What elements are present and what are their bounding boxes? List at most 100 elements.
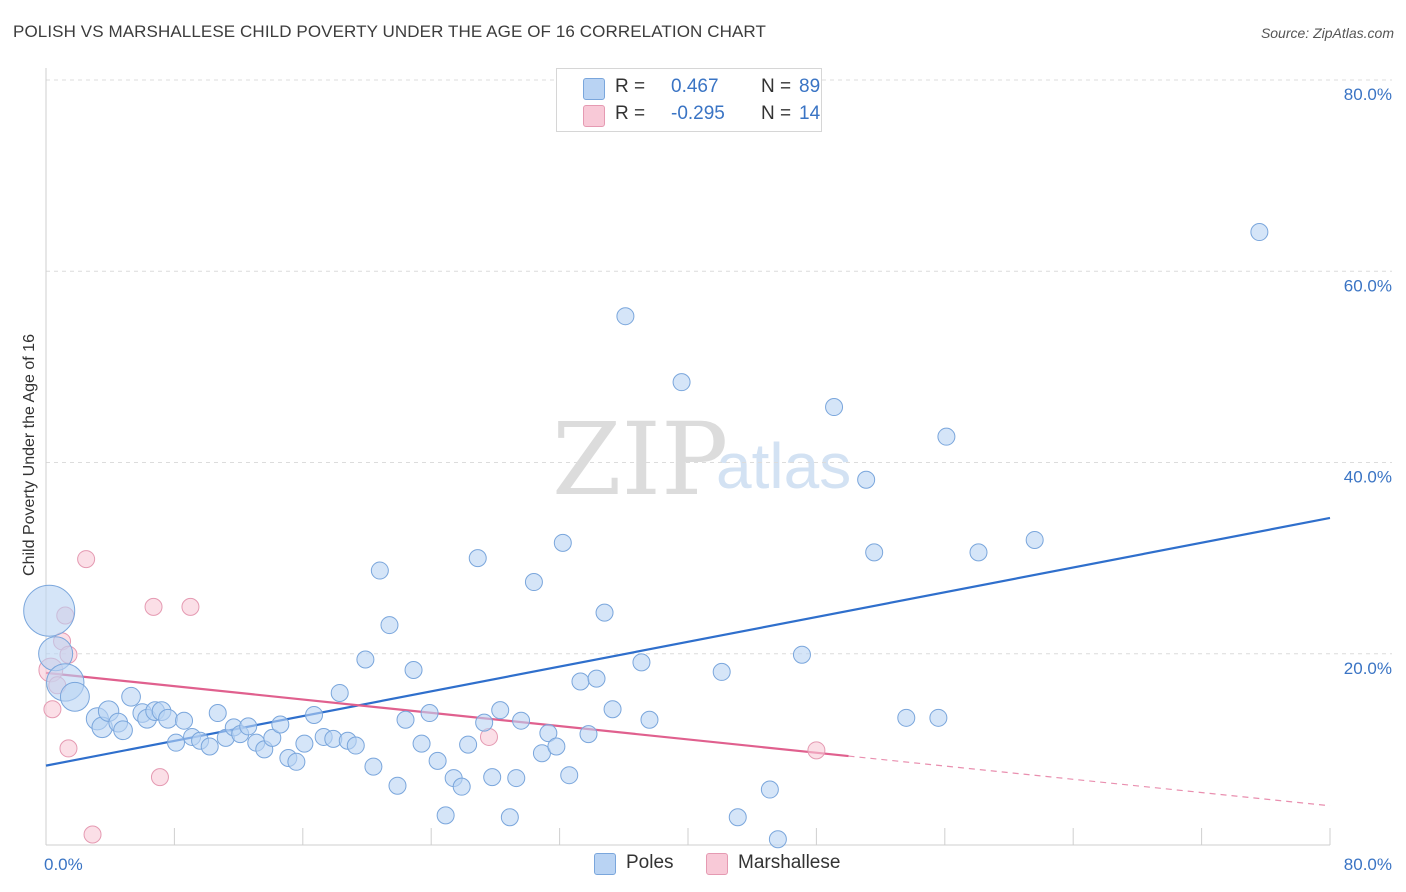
poles-point <box>728 808 747 827</box>
y-tick-label: 40.0% <box>1344 468 1392 487</box>
marshallese-point <box>59 739 78 758</box>
marshallese-trend-extension <box>848 755 1331 807</box>
poles-point <box>483 768 502 787</box>
marshallese-swatch <box>583 105 605 127</box>
poles-swatch <box>583 78 605 100</box>
y-axis-label: Child Poverty Under the Age of 16 <box>21 334 38 576</box>
poles-point <box>158 708 178 729</box>
poles-point <box>380 616 399 635</box>
poles-r-value: 0.467 <box>671 76 719 97</box>
marshallese-r-value: -0.295 <box>671 103 725 124</box>
poles-point <box>468 549 487 568</box>
y-tick-label: 20.0% <box>1344 659 1392 678</box>
n-label: N = <box>761 103 792 124</box>
poles-point <box>436 806 455 825</box>
poles-point <box>512 711 531 730</box>
poles-point <box>271 715 290 734</box>
poles-point <box>547 737 566 756</box>
r-label: R = <box>615 76 646 97</box>
y-tick-labels: 20.0% 40.0% 60.0% 80.0% <box>1344 85 1392 678</box>
poles-point <box>825 398 844 417</box>
poles-point <box>305 705 324 724</box>
poles-point <box>500 808 519 827</box>
poles-point <box>491 701 510 720</box>
x-tick-label: 0.0% <box>44 855 83 874</box>
poles-point <box>897 708 916 727</box>
poles-n-value: 89 <box>799 76 821 97</box>
poles-point <box>865 543 884 562</box>
poles-point <box>396 710 415 729</box>
poles-trend-line <box>45 516 1331 767</box>
poles-point <box>712 662 731 681</box>
poles-point <box>370 561 389 580</box>
poles-point <box>59 681 90 712</box>
poles-point <box>388 776 407 795</box>
poles-point <box>672 373 691 392</box>
poles-point <box>263 728 282 747</box>
poles-point <box>121 686 141 707</box>
poles-point <box>792 645 811 664</box>
poles-point <box>475 713 494 732</box>
marshallese-point <box>144 597 163 616</box>
poles-point <box>587 669 606 688</box>
poles-point <box>295 734 314 753</box>
marshallese-points <box>38 550 826 844</box>
poles-point <box>167 733 186 752</box>
x-tick-label: 80.0% <box>1344 855 1392 874</box>
poles-point <box>507 769 526 788</box>
poles-point <box>459 735 478 754</box>
marshallese-point <box>181 597 200 616</box>
poles-point <box>560 766 579 785</box>
marshallese-trend-line <box>45 671 849 758</box>
poles-point <box>969 543 988 562</box>
poles-point <box>200 737 219 756</box>
correlation-legend: R = 0.467 N = 89 R = -0.295 N = 14 <box>556 68 822 132</box>
poles-point <box>640 710 659 729</box>
poles-point <box>524 573 543 592</box>
poles-point <box>616 307 635 326</box>
marshallese-point <box>77 550 96 569</box>
poles-point <box>23 584 76 637</box>
marshallese-legend-label: Marshallese <box>738 852 841 873</box>
poles-point <box>768 830 787 849</box>
poles-point <box>428 751 447 770</box>
poles-point <box>208 704 227 723</box>
gridlines <box>46 79 1392 655</box>
poles-point <box>412 734 431 753</box>
poles-point <box>1025 530 1044 549</box>
poles-point <box>364 757 383 776</box>
watermark-zip: ZIP <box>552 401 728 518</box>
marshallese-point <box>807 741 826 760</box>
r-label: R = <box>615 103 646 124</box>
poles-point <box>937 427 956 446</box>
poles-point <box>113 720 133 741</box>
poles-point <box>175 711 194 730</box>
poles-point <box>553 533 572 552</box>
poles-legend-swatch <box>594 853 616 875</box>
watermark: ZIP atlas <box>552 401 851 518</box>
poles-point <box>239 717 258 736</box>
poles-point <box>571 672 590 691</box>
poles-point <box>356 650 375 669</box>
poles-point <box>452 777 471 796</box>
y-tick-label: 60.0% <box>1344 276 1392 295</box>
poles-point <box>420 704 439 723</box>
poles-point <box>404 661 423 680</box>
watermark-atlas: atlas <box>716 430 851 502</box>
marshallese-legend-swatch <box>706 853 728 875</box>
poles-point <box>632 653 651 672</box>
poles-points <box>23 223 1269 849</box>
poles-point <box>287 752 306 771</box>
poles-point <box>539 724 558 743</box>
poles-point <box>579 725 598 744</box>
marshallese-point <box>150 768 169 787</box>
poles-point <box>595 603 614 622</box>
poles-point <box>760 780 779 799</box>
poles-point <box>330 683 349 702</box>
poles-point <box>603 700 622 719</box>
y-tick-label: 80.0% <box>1344 85 1392 104</box>
n-label: N = <box>761 76 792 97</box>
marshallese-n-value: 14 <box>799 103 821 124</box>
poles-point <box>857 470 876 489</box>
